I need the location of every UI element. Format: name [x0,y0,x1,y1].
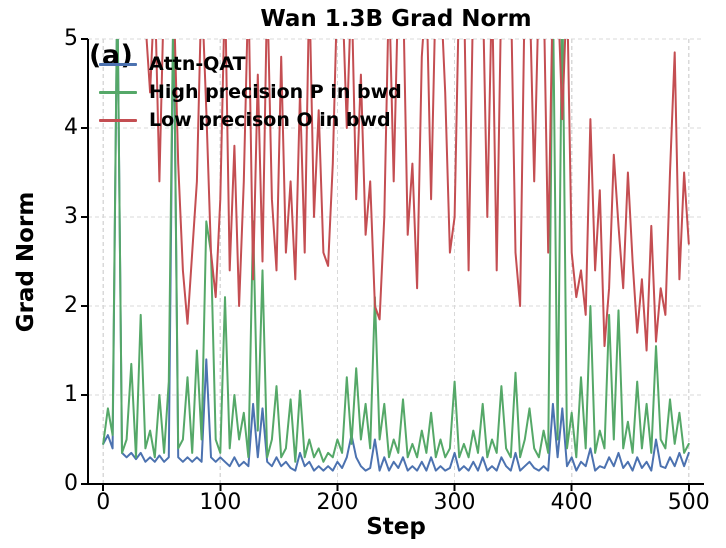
legend-line-swatch-blue [99,62,137,66]
y-tick-label: 4 [64,115,78,140]
series-line-0 [102,39,690,472]
panel-annotation: (a) [89,40,134,71]
y-tick-label: 3 [64,204,78,229]
y-tick-label: 2 [64,293,78,318]
x-tick-label: 300 [433,490,476,515]
x-tick-label: 200 [316,490,359,515]
legend-item-attn-qat: Attn-QAT [99,50,402,78]
legend-line-swatch-red [99,118,137,122]
x-tick-label: 500 [667,490,710,515]
legend: Attn-QAT High precision P in bwd Low pre… [99,50,402,134]
legend-item-low-precision-o: Low precison O in bwd [99,106,402,134]
chart-title: Wan 1.3B Grad Norm [260,6,532,32]
y-tick-label: 0 [64,471,78,496]
series-line-1 [102,39,690,463]
legend-label: High precision P in bwd [149,81,402,103]
legend-item-high-precision-p: High precision P in bwd [99,78,402,106]
series-line-2 [145,39,690,352]
x-axis-label: Step [366,514,426,540]
x-tick-label: 100 [199,490,242,515]
tick-marks [81,38,690,491]
legend-line-swatch-green [99,90,137,94]
x-tick-label: 400 [550,490,593,515]
y-tick-label: 1 [64,382,78,407]
y-tick-label: 5 [64,26,78,51]
legend-label: Attn-QAT [149,53,246,75]
axis-spines [86,39,704,486]
legend-label: Low precison O in bwd [149,109,391,131]
x-tick-label: 0 [96,490,111,515]
